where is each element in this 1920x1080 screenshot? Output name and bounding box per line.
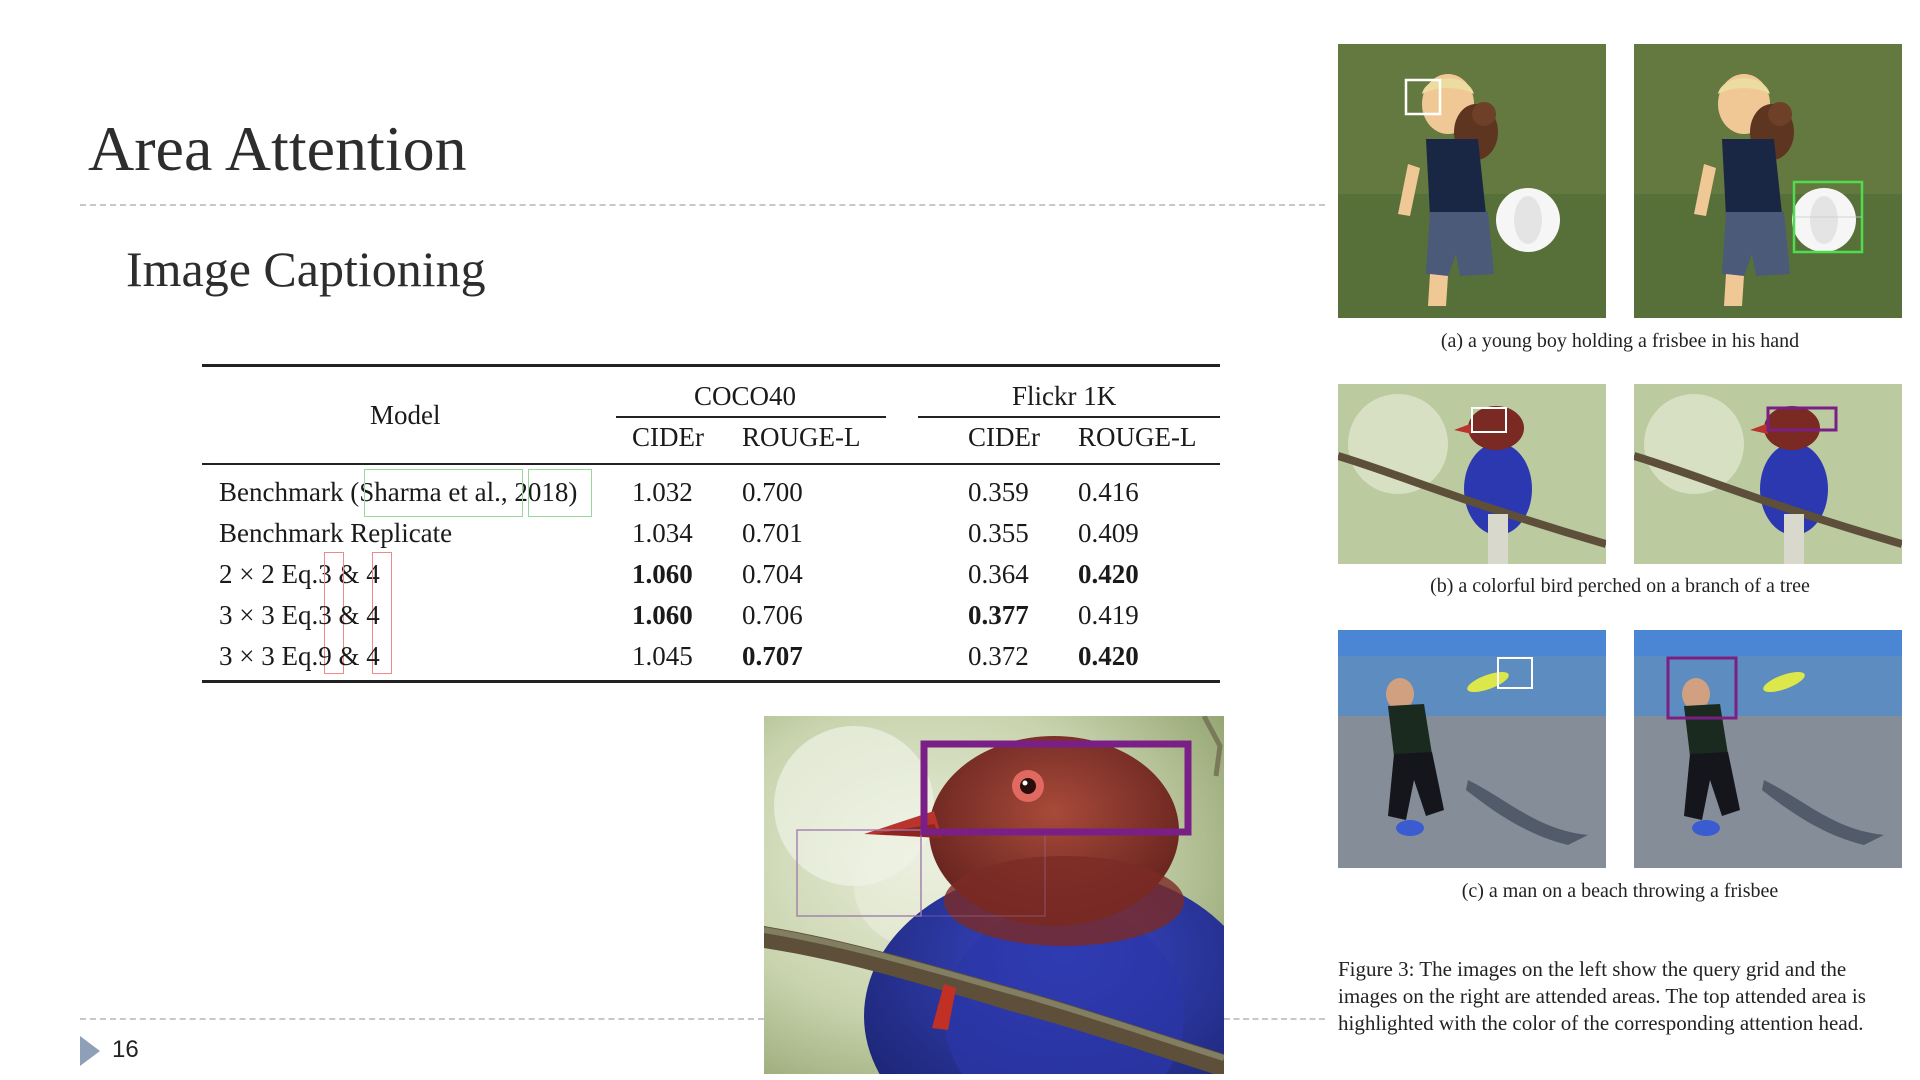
- slide-subtitle: Image Captioning: [126, 241, 486, 297]
- footer-divider-left: [80, 1018, 764, 1020]
- cell-value: 1.032: [632, 477, 693, 507]
- bird-closeup-image: [764, 716, 1224, 1074]
- cell-value: 0.700: [742, 477, 803, 507]
- bird-query-image: [1338, 384, 1606, 564]
- cell-value: 0.706: [742, 600, 803, 630]
- row-label: Benchmark Replicate: [219, 518, 453, 548]
- cell-value: 0.416: [1078, 477, 1139, 507]
- cell-value: 1.060: [632, 559, 693, 589]
- row-label: 2 × 2 Eq.3 & 4: [219, 559, 380, 589]
- boy-attended-illustration: [1634, 44, 1902, 318]
- cell-value: 0.359: [968, 477, 1029, 507]
- results-table: Model COCO40 Flickr 1K CIDEr ROUGE-L CID…: [202, 362, 1220, 686]
- cell-value: 1.045: [632, 641, 693, 671]
- metric-header-rouge-coco: ROUGE-L: [742, 422, 861, 452]
- cell-value: 1.034: [632, 518, 693, 548]
- title-divider: [80, 204, 1325, 206]
- coco40-group-rule: [616, 416, 886, 418]
- table-bottom-rule: [202, 680, 1220, 683]
- bird-attended-image: [1634, 384, 1902, 564]
- footer-divider-right: [1224, 1018, 1325, 1020]
- cell-value: 0.420: [1078, 559, 1139, 589]
- group-header-flickr: Flickr 1K: [1012, 381, 1117, 411]
- row-label: 3 × 3 Eq.9 & 4: [219, 641, 380, 671]
- cell-value: 0.409: [1078, 518, 1139, 548]
- metric-header-cider-coco: CIDEr: [632, 422, 704, 452]
- slide-number-arrow-icon: [80, 1036, 100, 1066]
- cell-value: 0.377: [968, 600, 1029, 630]
- metric-header-cider-flickr: CIDEr: [968, 422, 1040, 452]
- table-header-rule: [202, 463, 1220, 465]
- cell-value: 0.704: [742, 559, 803, 589]
- slide-number: 16: [112, 1036, 139, 1063]
- bird-query-illustration: [1338, 384, 1606, 564]
- figure-3-caption: Figure 3: The images on the left show th…: [1338, 957, 1866, 1035]
- cell-value: 0.372: [968, 641, 1029, 671]
- cell-value: 1.060: [632, 600, 693, 630]
- figure-caption-b: (b) a colorful bird perched on a branch …: [1430, 575, 1810, 597]
- group-header-coco40: COCO40: [694, 381, 797, 411]
- cell-value: 0.420: [1078, 641, 1139, 671]
- boy-query-illustration: [1338, 44, 1606, 318]
- beach-attended-illustration: [1634, 630, 1902, 868]
- beach-attended-image: [1634, 630, 1902, 868]
- table-top-rule: [202, 364, 1220, 367]
- metric-header-rouge-flickr: ROUGE-L: [1078, 422, 1197, 452]
- figure-caption-a: (a) a young boy holding a frisbee in his…: [1440, 330, 1800, 352]
- cell-value: 0.355: [968, 518, 1029, 548]
- model-header: Model: [370, 400, 441, 430]
- cell-value: 0.364: [968, 559, 1029, 589]
- beach-query-illustration: [1338, 630, 1606, 868]
- boy-attended-image: [1634, 44, 1902, 318]
- row-label: 3 × 3 Eq.3 & 4: [219, 600, 380, 630]
- beach-query-image: [1338, 630, 1606, 868]
- flickr-group-rule: [918, 416, 1220, 418]
- slide-title: Area Attention: [88, 113, 467, 184]
- boy-query-image: [1338, 44, 1606, 318]
- cell-value: 0.419: [1078, 600, 1139, 630]
- cell-value: 0.707: [742, 641, 803, 671]
- figure-caption-c: (c) a man on a beach throwing a frisbee: [1461, 880, 1779, 902]
- row-label: Benchmark (Sharma et al., 2018): [219, 477, 578, 507]
- bird-closeup-illustration: [764, 716, 1224, 1074]
- bird-attended-illustration: [1634, 384, 1902, 564]
- cell-value: 0.701: [742, 518, 803, 548]
